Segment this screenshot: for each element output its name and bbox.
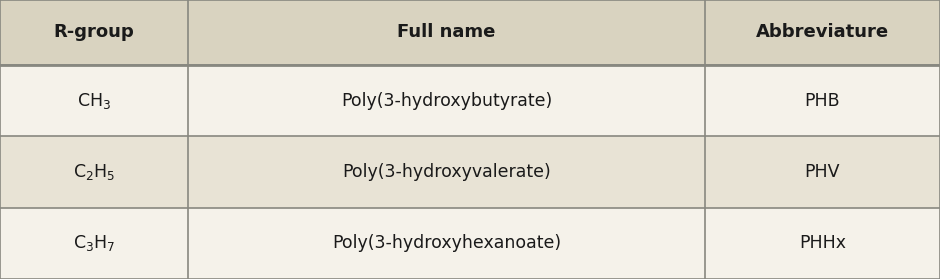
- Bar: [705, 136, 940, 208]
- Text: Poly(3-hydroxyhexanoate): Poly(3-hydroxyhexanoate): [332, 234, 561, 252]
- Text: PHHx: PHHx: [799, 234, 846, 252]
- Bar: [0, 65, 188, 136]
- Text: Poly(3-hydroxyvalerate): Poly(3-hydroxyvalerate): [342, 163, 551, 181]
- Bar: [0, 208, 188, 279]
- Text: Poly(3-hydroxybutyrate): Poly(3-hydroxybutyrate): [341, 92, 552, 110]
- Bar: [705, 65, 940, 136]
- Bar: [0, 0, 188, 65]
- Bar: [188, 0, 705, 65]
- Text: R-group: R-group: [54, 23, 134, 42]
- Bar: [188, 208, 705, 279]
- Bar: [0, 136, 188, 208]
- Text: CH$_3$: CH$_3$: [77, 91, 111, 110]
- Bar: [705, 208, 940, 279]
- Bar: [188, 136, 705, 208]
- Bar: [705, 0, 940, 65]
- Text: C$_3$H$_7$: C$_3$H$_7$: [72, 233, 116, 253]
- Text: Full name: Full name: [398, 23, 495, 42]
- Text: C$_2$H$_5$: C$_2$H$_5$: [72, 162, 116, 182]
- Text: PHB: PHB: [805, 92, 840, 110]
- Text: Abbreviature: Abbreviature: [756, 23, 889, 42]
- Bar: [188, 65, 705, 136]
- Text: PHV: PHV: [805, 163, 840, 181]
